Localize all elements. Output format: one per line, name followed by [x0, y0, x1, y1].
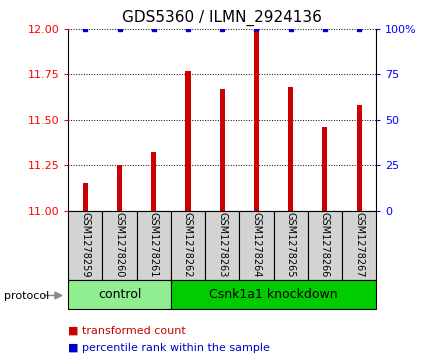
Bar	[342, 211, 376, 280]
Bar	[288, 87, 293, 211]
Text: GSM1278262: GSM1278262	[183, 212, 193, 278]
Bar	[103, 211, 137, 280]
Bar	[171, 211, 205, 280]
Bar	[185, 71, 191, 211]
Bar	[83, 183, 88, 211]
Bar	[68, 211, 103, 280]
Bar	[137, 211, 171, 280]
Text: GSM1278266: GSM1278266	[320, 212, 330, 278]
Bar	[151, 152, 156, 211]
Bar	[220, 89, 225, 211]
Text: GSM1278261: GSM1278261	[149, 212, 159, 278]
Bar	[323, 127, 327, 211]
Bar	[308, 211, 342, 280]
Bar	[239, 211, 274, 280]
Bar	[274, 211, 308, 280]
Text: ■ transformed count: ■ transformed count	[68, 325, 186, 335]
Text: GSM1278267: GSM1278267	[354, 212, 364, 278]
Bar	[117, 165, 122, 211]
Text: Csnk1a1 knockdown: Csnk1a1 knockdown	[209, 287, 338, 301]
Title: GDS5360 / ILMN_2924136: GDS5360 / ILMN_2924136	[122, 10, 322, 26]
Text: GSM1278260: GSM1278260	[114, 212, 125, 278]
Text: control: control	[98, 287, 141, 301]
Bar	[171, 280, 376, 309]
Text: GSM1278263: GSM1278263	[217, 212, 227, 278]
Text: GSM1278264: GSM1278264	[251, 212, 261, 278]
Bar	[68, 280, 171, 309]
Text: GSM1278265: GSM1278265	[286, 212, 296, 278]
Text: ■ percentile rank within the sample: ■ percentile rank within the sample	[68, 343, 270, 354]
Bar	[205, 211, 239, 280]
Text: GSM1278259: GSM1278259	[81, 212, 90, 278]
Text: protocol: protocol	[4, 291, 50, 301]
Bar	[356, 105, 362, 211]
Bar	[254, 29, 259, 211]
